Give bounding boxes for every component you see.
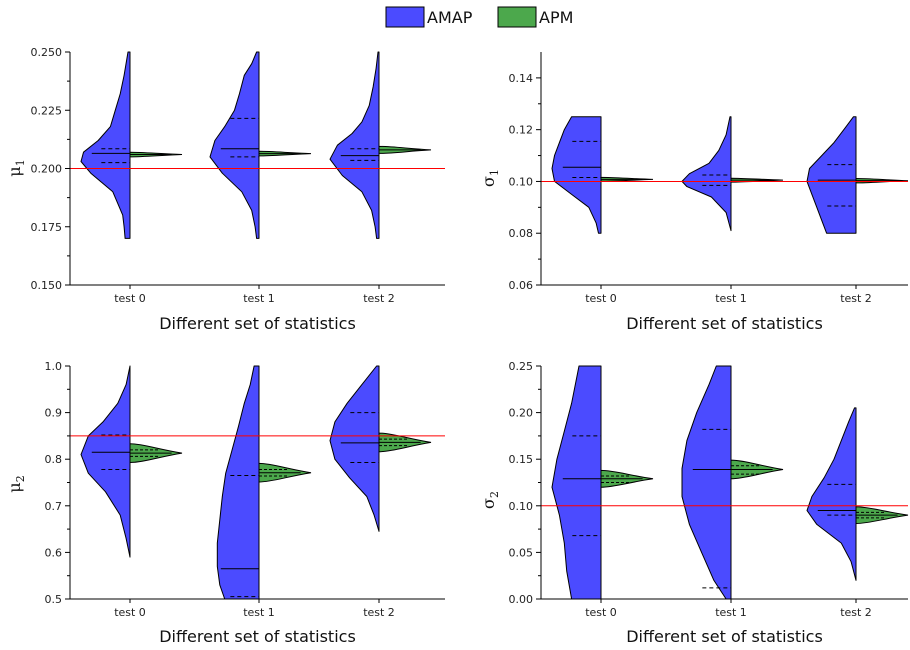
- legend-label-amap: AMAP: [427, 8, 473, 27]
- y-tick-label: 0.9: [45, 407, 63, 420]
- y-tick-label: 0.200: [31, 163, 63, 176]
- x-tick-label: test 0: [114, 606, 146, 619]
- x-tick-label: test 1: [243, 292, 275, 305]
- y-tick-label: 0.225: [31, 104, 63, 117]
- violin-amap-test-0: [551, 116, 602, 234]
- y-tick-label: 1.0: [45, 360, 63, 373]
- y-tick-label: 0.15: [509, 453, 534, 466]
- y-tick-label: 0.10: [509, 500, 534, 513]
- x-tick-label: test 1: [243, 606, 275, 619]
- y-tick-label: 0.250: [31, 46, 63, 59]
- y-tick-label: 0.12: [509, 124, 534, 137]
- x-tick-label: test 2: [840, 292, 872, 305]
- x-tick-label: test 2: [840, 606, 872, 619]
- panel-σ1: 0.06 0.08 0.10 0.12 0.14 test 0 test 1 test 2 Di…: [479, 52, 909, 333]
- y-axis-label: μ2: [5, 475, 27, 492]
- x-axis-label: Different set of statistics: [626, 314, 823, 333]
- y-tick-label: 0.06: [509, 279, 534, 292]
- violin-amap-test-2: [806, 407, 857, 581]
- x-tick-label: test 0: [585, 606, 617, 619]
- y-tick-label: 0.5: [45, 593, 63, 606]
- violin-amap-test-2: [329, 365, 380, 532]
- panel-μ1: 0.150 0.175 0.200 0.225 0.250 test 0 test 1 tes…: [5, 46, 445, 333]
- panel-σ2: 0.00 0.05 0.10 0.15 0.20 0.25 test 0 test 1 test…: [479, 360, 909, 646]
- violin-amap-test-1: [681, 116, 732, 232]
- y-tick-label: 0.20: [509, 407, 534, 420]
- legend: AMAP APM: [385, 6, 573, 28]
- x-tick-label: test 1: [715, 292, 747, 305]
- violin-amap-test-2: [806, 116, 857, 234]
- legend-label-apm: APM: [539, 8, 573, 27]
- violin-amap-test-0: [80, 365, 131, 558]
- violin-amap-test-1: [216, 365, 260, 600]
- y-tick-label: 0.175: [31, 221, 63, 234]
- y-tick-label: 0.150: [31, 279, 63, 292]
- x-axis-label: Different set of statistics: [159, 314, 356, 333]
- violin-amap-test-1: [209, 51, 260, 239]
- y-tick-label: 0.25: [509, 360, 534, 373]
- y-tick-label: 0.8: [45, 453, 63, 466]
- y-axis-label: μ1: [5, 159, 27, 176]
- panel-μ2: 0.5 0.6 0.7 0.8 0.9 1.0 test 0 test 1 test 2 Diff…: [5, 360, 445, 646]
- x-tick-label: test 0: [585, 292, 617, 305]
- violin-amap-test-0: [551, 365, 602, 600]
- y-tick-label: 0.05: [509, 546, 534, 559]
- chart-panels: 0.150 0.175 0.200 0.225 0.250 test 0 test 1 tes…: [5, 46, 909, 646]
- legend-swatch-amap: [385, 6, 425, 28]
- y-tick-label: 0.7: [45, 500, 63, 513]
- violin-amap-test-1: [681, 365, 732, 600]
- y-tick-label: 0.14: [509, 72, 534, 85]
- y-tick-label: 0.6: [45, 546, 63, 559]
- x-tick-label: test 2: [363, 606, 395, 619]
- x-tick-label: test 0: [114, 292, 146, 305]
- legend-swatch-apm: [497, 6, 537, 28]
- violin-amap-test-0: [80, 51, 131, 239]
- y-axis-label: σ2: [479, 491, 501, 509]
- y-tick-label: 0.08: [509, 227, 534, 240]
- y-axis-label: σ1: [479, 169, 501, 187]
- x-tick-label: test 2: [363, 292, 395, 305]
- y-tick-label: 0.00: [509, 593, 534, 606]
- y-tick-label: 0.10: [509, 175, 534, 188]
- x-axis-label: Different set of statistics: [626, 627, 823, 646]
- x-axis-label: Different set of statistics: [159, 627, 356, 646]
- x-tick-label: test 1: [715, 606, 747, 619]
- violin-amap-test-2: [329, 51, 380, 239]
